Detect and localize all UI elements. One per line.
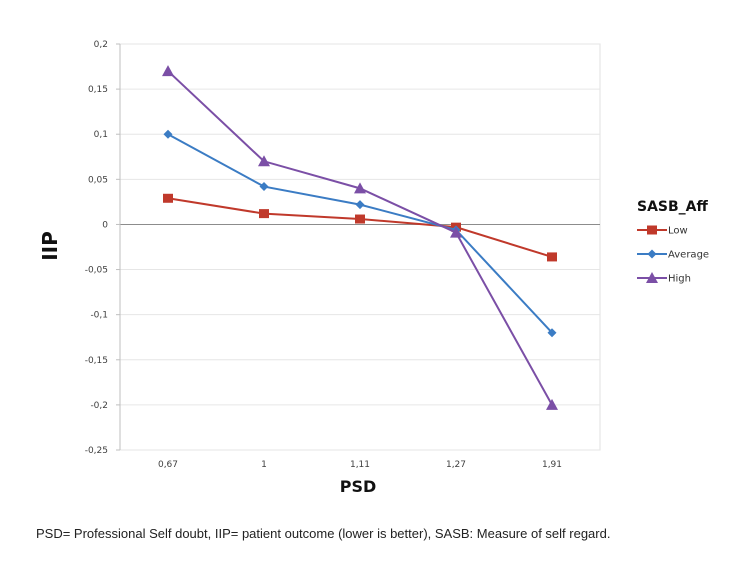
x-tick-label: 1	[261, 460, 267, 470]
y-tick-label: -0,1	[90, 311, 108, 321]
data-point-low	[259, 209, 269, 219]
legend-label: Average	[668, 250, 709, 261]
legend-title: SASB_Aff	[637, 199, 709, 215]
y-tick-label: -0,15	[85, 356, 108, 366]
data-point-low	[547, 252, 557, 262]
x-tick-label: 1,91	[542, 460, 562, 470]
plot-area-border	[119, 43, 601, 451]
legend-item-high: High	[637, 272, 691, 285]
legend-marker-diamond-icon	[647, 249, 657, 259]
series-lines	[162, 65, 558, 410]
data-point-average	[163, 129, 173, 139]
data-point-low	[163, 193, 173, 203]
legend-marker-square-icon	[647, 225, 657, 235]
y-tick-label: 0,2	[94, 40, 108, 50]
series-average	[163, 129, 557, 338]
data-point-low	[355, 214, 365, 224]
y-tick-label: 0,05	[88, 175, 108, 185]
data-point-average	[547, 328, 557, 338]
series-high	[162, 65, 558, 410]
legend: SASB_Aff Low Average High	[637, 199, 709, 285]
data-point-high	[162, 65, 174, 77]
y-tick-label: 0,1	[94, 130, 108, 140]
x-axis-ticks: 0,67 1 1,11 1,27 1,91	[158, 460, 562, 470]
y-tick-label: 0	[102, 220, 108, 230]
line-chart: 0,2 0,15 0,1 0,05 0 -0,05 -0,1 -0,15 -0,2 -0,25 0…	[38, 40, 709, 496]
y-tick-label: 0,15	[88, 85, 108, 95]
data-point-high	[354, 182, 366, 194]
legend-label: Low	[668, 226, 688, 237]
figure-caption: PSD= Professional Self doubt, IIP= patie…	[36, 526, 611, 541]
x-tick-label: 1,11	[350, 460, 370, 470]
y-tick-label: -0,05	[85, 266, 108, 276]
series-line-high	[167, 70, 553, 406]
legend-item-average: Average	[637, 249, 709, 261]
y-tick-label: -0,2	[90, 401, 108, 411]
legend-label: High	[668, 274, 691, 285]
x-tick-label: 0,67	[158, 460, 178, 470]
legend-item-low: Low	[637, 225, 688, 237]
x-tick-label: 1,27	[446, 460, 466, 470]
legend-marker-triangle-icon	[646, 272, 658, 283]
data-point-high	[258, 155, 270, 167]
data-point-high	[450, 226, 462, 238]
y-axis-ticks: 0,2 0,15 0,1 0,05 0 -0,05 -0,1 -0,15 -0,2 -0,25	[85, 40, 109, 456]
data-point-average	[355, 200, 365, 210]
data-point-average	[259, 182, 269, 192]
data-point-high	[546, 398, 558, 410]
gridlines	[116, 43, 601, 451]
x-axis-title: PSD	[340, 477, 377, 496]
y-axis-title: IIP	[38, 231, 62, 261]
y-tick-label: -0,25	[85, 446, 108, 456]
